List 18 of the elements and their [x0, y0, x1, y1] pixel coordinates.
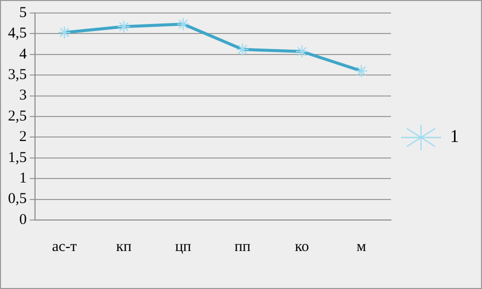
y-tick-label: 4,5: [8, 26, 27, 42]
x-tick-label: ко: [294, 238, 309, 255]
y-tick-label: 0,5: [8, 191, 27, 208]
y-tick-label: 1,5: [8, 150, 27, 166]
legend-label: 1: [450, 126, 459, 146]
y-tick-label: 3,5: [8, 67, 27, 84]
y-tick-label: 5: [19, 4, 27, 21]
x-tick-label: пп: [234, 238, 251, 255]
y-tick-label: 4: [19, 46, 28, 62]
x-tick-label: цп: [175, 238, 192, 255]
y-tick-label: 0: [19, 212, 27, 228]
y-tick-label: 1: [19, 170, 27, 187]
x-tick-label: ас-т: [52, 238, 78, 255]
y-tick-label: 2,5: [8, 108, 27, 124]
x-tick-label: м: [356, 238, 367, 255]
x-tick-label: кп: [116, 238, 132, 255]
y-tick-label: 2: [19, 129, 27, 146]
y-tick-label: 3: [19, 88, 27, 104]
